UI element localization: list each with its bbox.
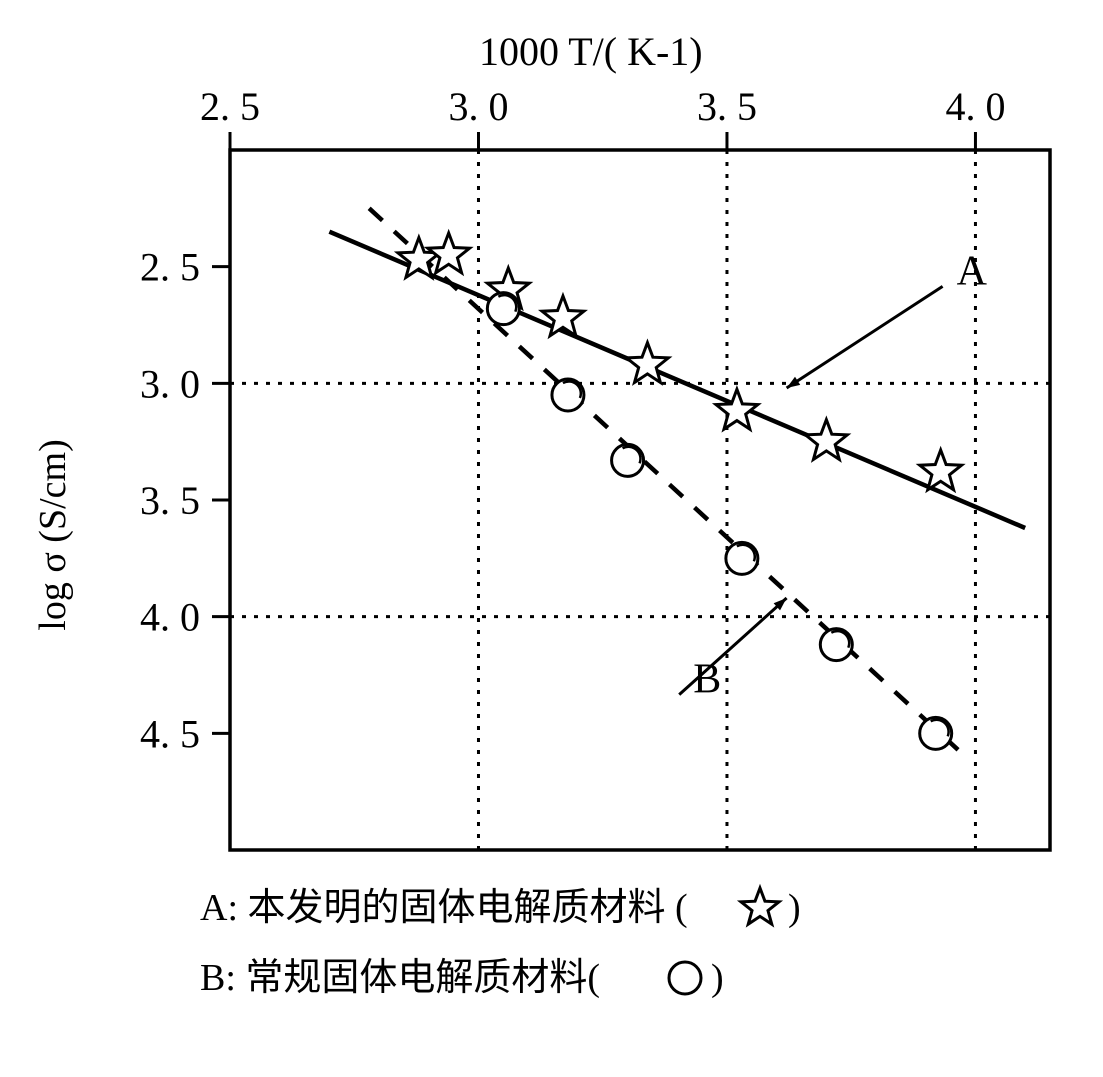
annotation-letter-B: B bbox=[693, 657, 721, 703]
legend-a-text: A: 本发明的固体电解质材料 ( bbox=[200, 887, 688, 929]
legend-b-text: B: 常规固体电解质材料( bbox=[200, 957, 600, 999]
marker-circle bbox=[612, 444, 644, 476]
marker-circle bbox=[820, 629, 852, 661]
marker-circle bbox=[920, 717, 952, 749]
x-tick-label: 4. 0 bbox=[945, 84, 1005, 129]
chart-svg: 1000 T/( K-1) 2. 5 3. 0 3. 5 4. 0 2. 5 3. 0 3. … bbox=[20, 20, 1103, 1057]
arrhenius-chart: 1000 T/( K-1) 2. 5 3. 0 3. 5 4. 0 2. 5 3. 0 3. … bbox=[20, 20, 1103, 1057]
legend-a-suffix: ) bbox=[788, 887, 801, 929]
y-tick-label: 3. 0 bbox=[140, 361, 200, 406]
x-tick-label: 3. 5 bbox=[697, 84, 757, 129]
marker-circle bbox=[487, 293, 519, 325]
legend-circle-icon bbox=[669, 962, 701, 994]
y-tick-label: 4. 5 bbox=[140, 711, 200, 756]
marker-circle bbox=[552, 379, 584, 411]
annotation-letter-A: A bbox=[957, 248, 988, 294]
y-tick-label: 3. 5 bbox=[140, 478, 200, 523]
y-axis-label: log σ (S/cm) bbox=[32, 439, 74, 630]
marker-circle bbox=[726, 542, 758, 574]
legend-b-suffix: ) bbox=[711, 957, 724, 999]
x-axis-label: 1000 T/( K-1) bbox=[479, 29, 703, 74]
x-tick-label: 3. 0 bbox=[448, 84, 508, 129]
y-tick-label: 4. 0 bbox=[140, 595, 200, 640]
x-tick-label: 2. 5 bbox=[200, 84, 260, 129]
y-tick-label: 2. 5 bbox=[140, 245, 200, 290]
